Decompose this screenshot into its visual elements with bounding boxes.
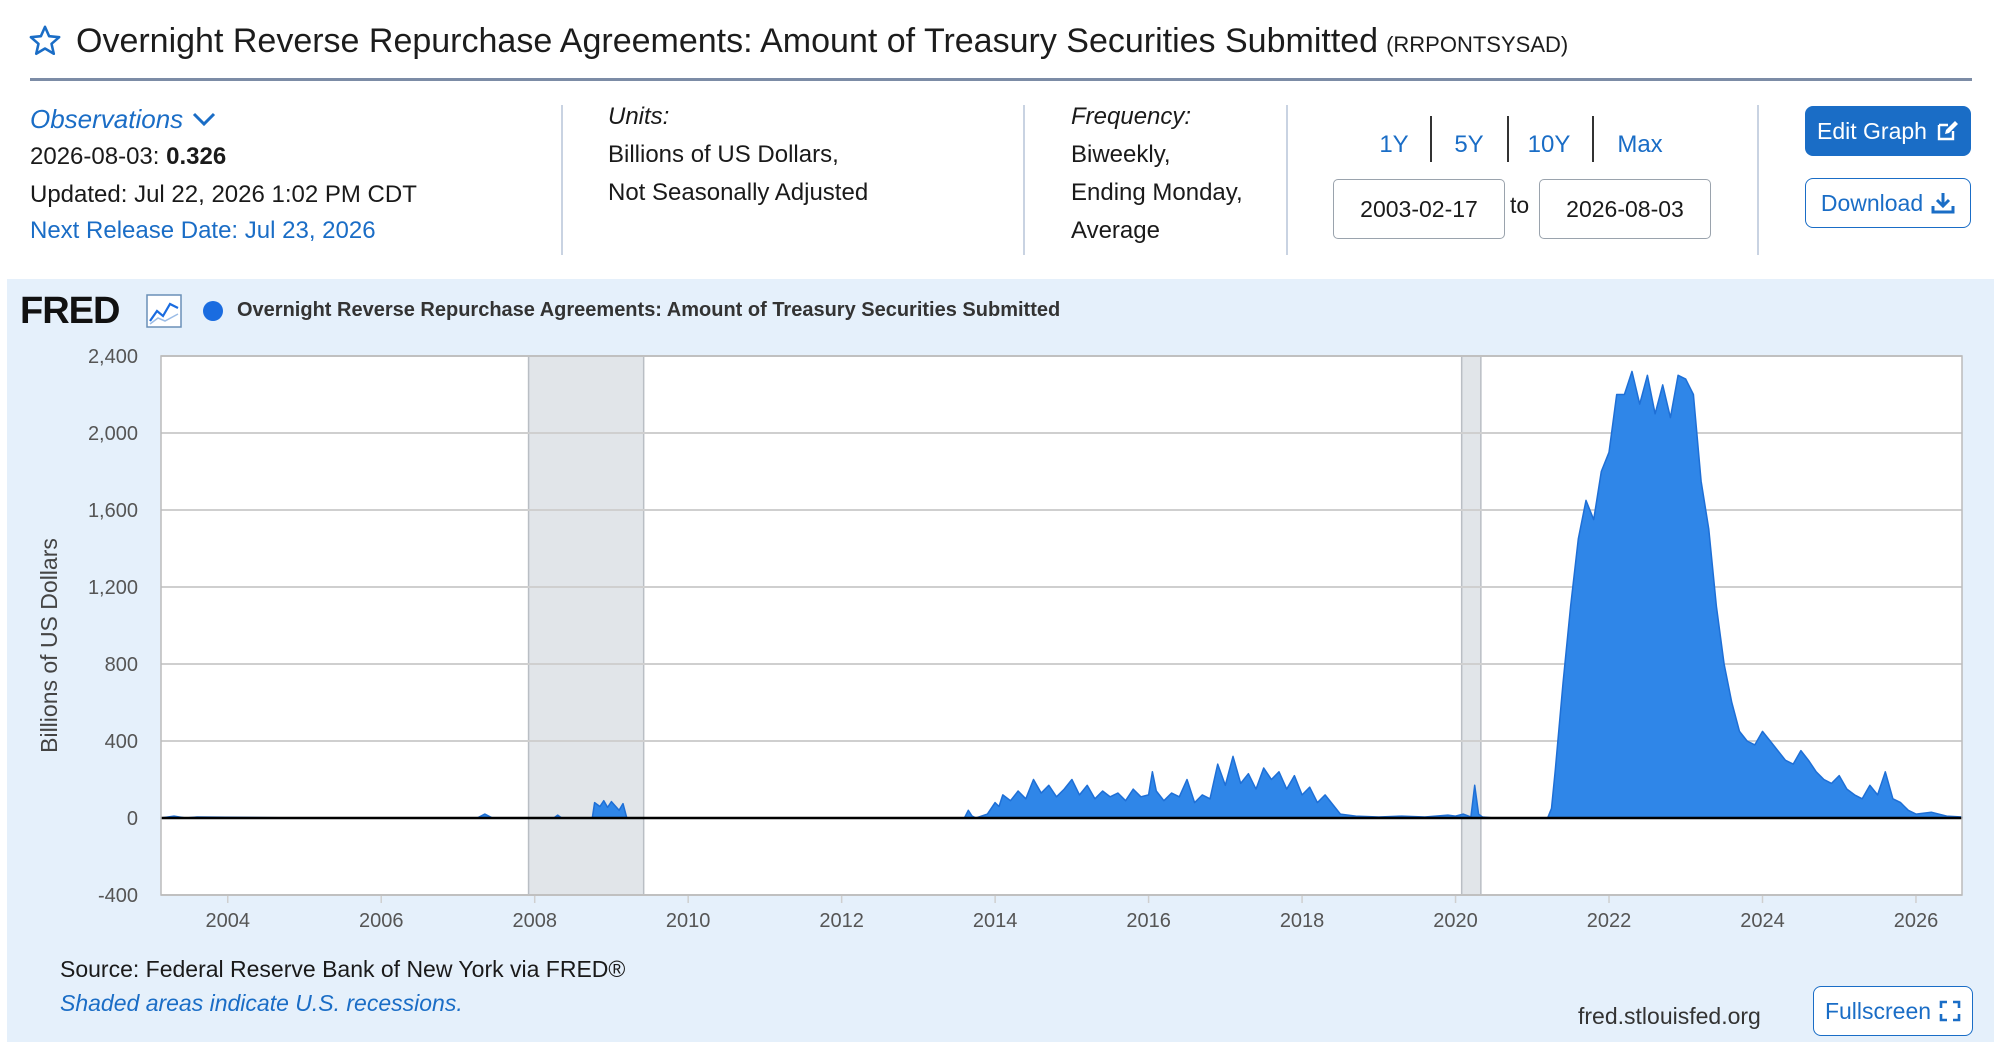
units-line1: Billions of US Dollars, [608,141,839,168]
fred-logo: FRED [20,290,120,332]
x-tick-label: 2020 [1433,910,1478,932]
observation-value: 0.326 [166,143,227,170]
site-url: fred.stlouisfed.org [1578,1003,1761,1029]
chevron-down-icon[interactable] [191,109,217,129]
frequency-block: Frequency: Biweekly, Ending Monday, Aver… [1071,98,1243,250]
x-tick-label: 2026 [1894,910,1939,932]
y-tick-label: 0 [127,808,138,830]
x-tick-label: 2016 [1126,910,1171,932]
page-title: Overnight Reverse Repurchase Agreements:… [76,21,1379,60]
fullscreen-label: Fullscreen [1824,997,1932,1024]
x-tick-label: 2022 [1587,910,1632,932]
range-5y-button[interactable]: 5Y [1454,131,1484,158]
start-date-input[interactable]: 2003-02-17 [1333,179,1505,239]
title-divider [30,78,1972,81]
range-10y-button[interactable]: 10Y [1527,131,1571,158]
legend-label: Overnight Reverse Repurchase Agreements:… [237,299,1061,321]
range-max-button[interactable]: Max [1617,131,1663,158]
legend-marker [203,301,223,321]
date-to-label: to [1510,192,1530,218]
end-date-input[interactable]: 2026-08-03 [1539,179,1711,239]
recession-band [1461,356,1481,895]
fullscreen-icon [1939,1000,1961,1022]
y-tick-label: -400 [98,885,138,907]
observations-toggle[interactable]: Observations [30,100,417,138]
y-tick-label: 800 [105,654,138,676]
x-tick-label: 2018 [1280,910,1325,932]
line-chart-icon [146,294,182,328]
x-tick-label: 2004 [206,910,251,932]
observations-label[interactable]: Observations [30,104,184,134]
range-separator [1592,116,1594,162]
frequency-line1: Biweekly, [1071,141,1171,168]
observation-date: 2026-08-03: [30,143,160,170]
x-tick-label: 2008 [512,910,557,932]
y-tick-label: 1,600 [88,500,138,522]
y-tick-label: 1,200 [88,577,138,599]
range-1y-button[interactable]: 1Y [1379,131,1409,158]
y-tick-label: 400 [105,731,138,753]
source-text: Source: Federal Reserve Bank of New York… [60,956,626,982]
download-button[interactable]: Download [1805,178,1971,228]
download-icon [1931,193,1955,214]
fullscreen-button[interactable]: Fullscreen [1813,986,1973,1036]
y-tick-label: 2,400 [88,346,138,368]
observations-block: Observations 2026-08-03: 0.326 Updated: … [30,100,417,248]
next-release-link[interactable]: Next Release Date: Jul 23, 2026 [30,217,376,244]
download-label: Download [1820,189,1924,216]
x-tick-label: 2006 [359,910,404,932]
range-separator [1430,116,1432,162]
frequency-line2: Ending Monday, [1071,179,1243,206]
x-tick-label: 2012 [819,910,864,932]
edit-graph-label: Edit Graph [1817,117,1927,144]
meta-separator [1286,105,1288,255]
star-outline-icon[interactable] [28,24,62,58]
y-axis-label: Billions of US Dollars [36,538,62,753]
units-block: Units: Billions of US Dollars, Not Seaso… [608,98,868,212]
observation-value-row: 2026-08-03: 0.326 [30,138,417,176]
frequency-label: Frequency: [1071,103,1192,130]
frequency-line3: Average [1071,217,1160,244]
meta-separator [1023,105,1025,255]
x-tick-label: 2010 [666,910,711,932]
meta-separator [1757,105,1759,255]
updated-text: Updated: Jul 22, 2026 1:02 PM CDT [30,181,417,208]
plot-frame [160,355,1963,896]
series-id: (RRPONTSYSAD) [1386,32,1569,57]
meta-separator [561,105,563,255]
range-separator [1507,116,1509,162]
x-tick-label: 2024 [1740,910,1785,932]
units-label: Units: [608,103,670,130]
recession-note: Shaded areas indicate U.S. recessions. [60,990,463,1016]
title-row: Overnight Reverse Repurchase Agreements:… [28,18,1568,64]
edit-graph-button[interactable]: Edit Graph [1805,106,1971,156]
edit-icon [1937,121,1958,141]
x-tick-label: 2014 [973,910,1018,932]
units-line2: Not Seasonally Adjusted [608,179,869,206]
recession-band [528,356,644,895]
y-tick-label: 2,000 [88,423,138,445]
